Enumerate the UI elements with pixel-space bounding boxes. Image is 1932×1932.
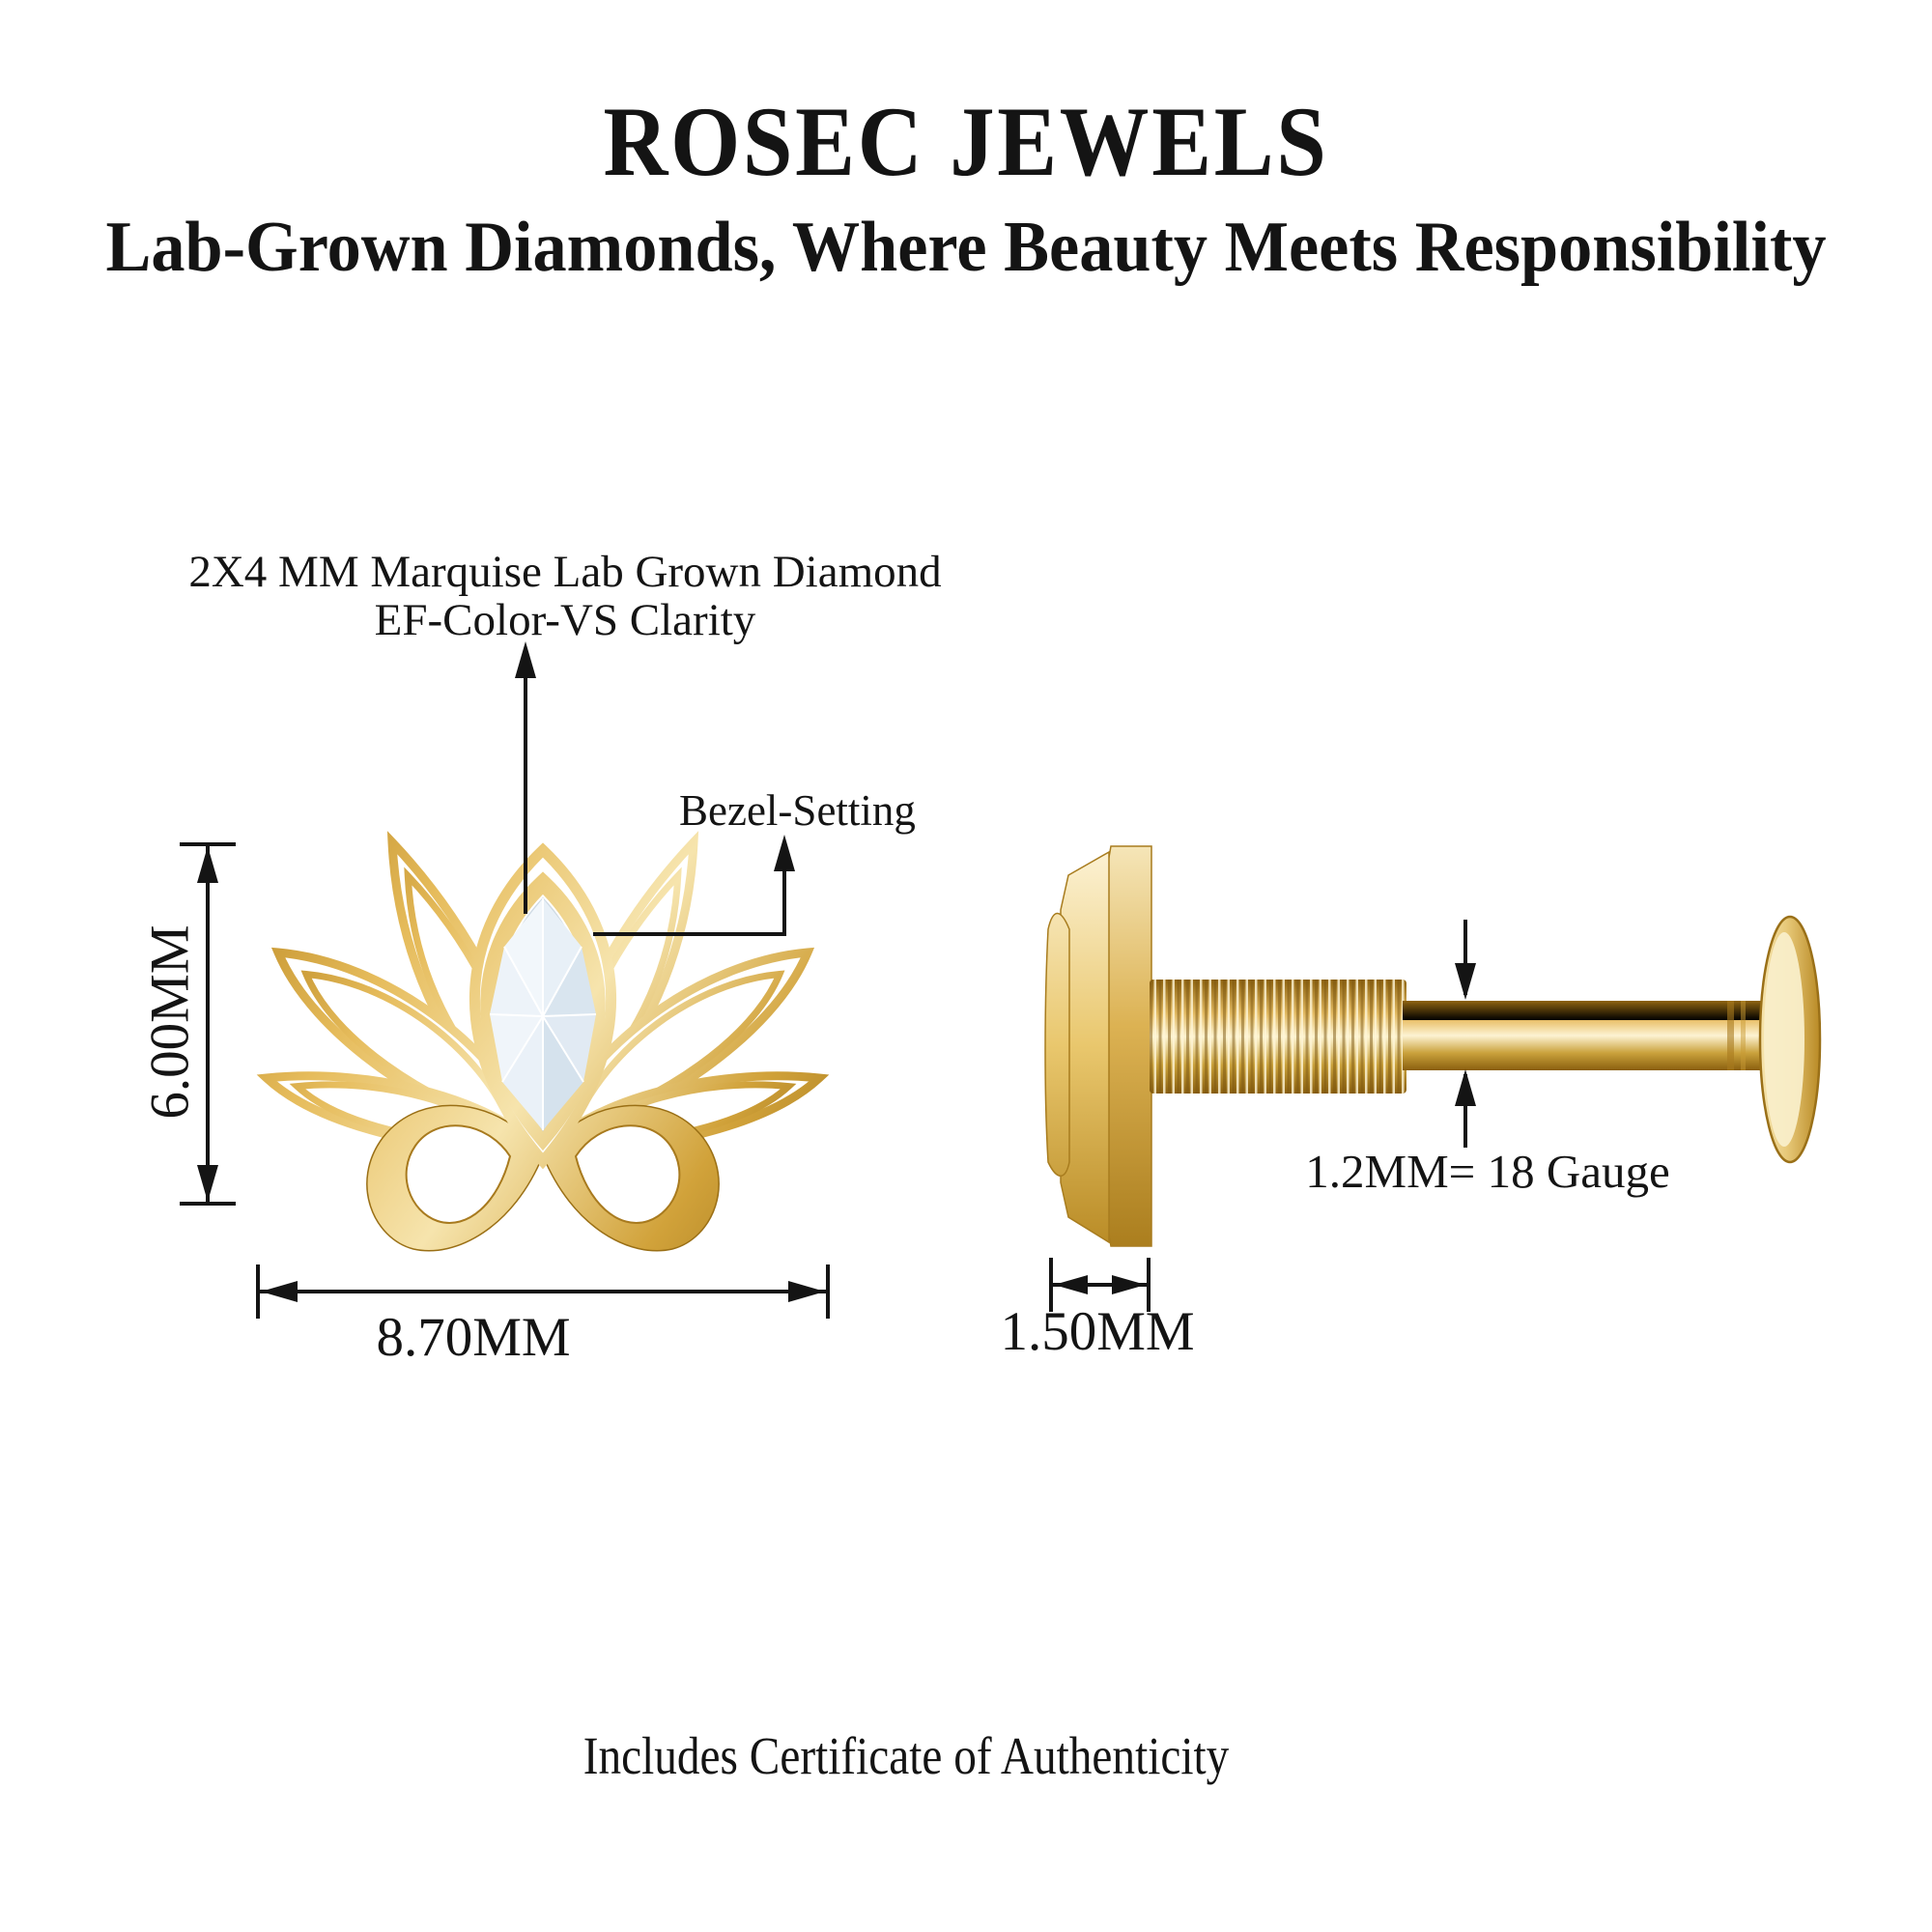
lotus-curled-leaves	[366, 1104, 720, 1252]
smooth-post	[1403, 1001, 1768, 1070]
lotus-front-view	[256, 831, 830, 1252]
brand-tagline: Lab-Grown Diamonds, Where Beauty Meets R…	[105, 208, 1827, 287]
certificate-note: Includes Certificate of Authenticity	[582, 1726, 1230, 1785]
bezel-setting	[469, 842, 616, 1170]
threaded-post	[1150, 980, 1406, 1094]
base-width-dimension-label: 1.50MM	[1000, 1301, 1195, 1362]
width-dimension-line	[256, 1264, 830, 1319]
stone-callout-line2: EF-Color-VS Clarity	[374, 594, 756, 645]
stone-callout: 2X4 MM Marquise Lab Grown Diamond EF-Col…	[188, 547, 942, 645]
stone-callout-line1: 2X4 MM Marquise Lab Grown Diamond	[188, 547, 942, 597]
base-width-dimension-line	[1049, 1258, 1151, 1312]
bezel-pointer-arrow	[593, 835, 795, 936]
brand-name: ROSEC JEWELS	[603, 87, 1329, 197]
width-dimension-label: 8.70MM	[376, 1307, 571, 1368]
height-dimension-label: 6.00MM	[139, 924, 201, 1120]
height-dimension-line	[180, 842, 236, 1206]
earring-back-profile	[1044, 845, 1152, 1247]
flat-back-disc	[1758, 915, 1822, 1164]
bezel-callout: Bezel-Setting	[679, 786, 916, 835]
marquise-diamond	[489, 896, 597, 1132]
gauge-callout: 1.2MM= 18 Gauge	[1305, 1145, 1670, 1198]
gauge-arrows	[1455, 920, 1476, 1148]
earring-side-view	[1044, 845, 1822, 1247]
stone-pointer-arrow	[515, 641, 536, 914]
